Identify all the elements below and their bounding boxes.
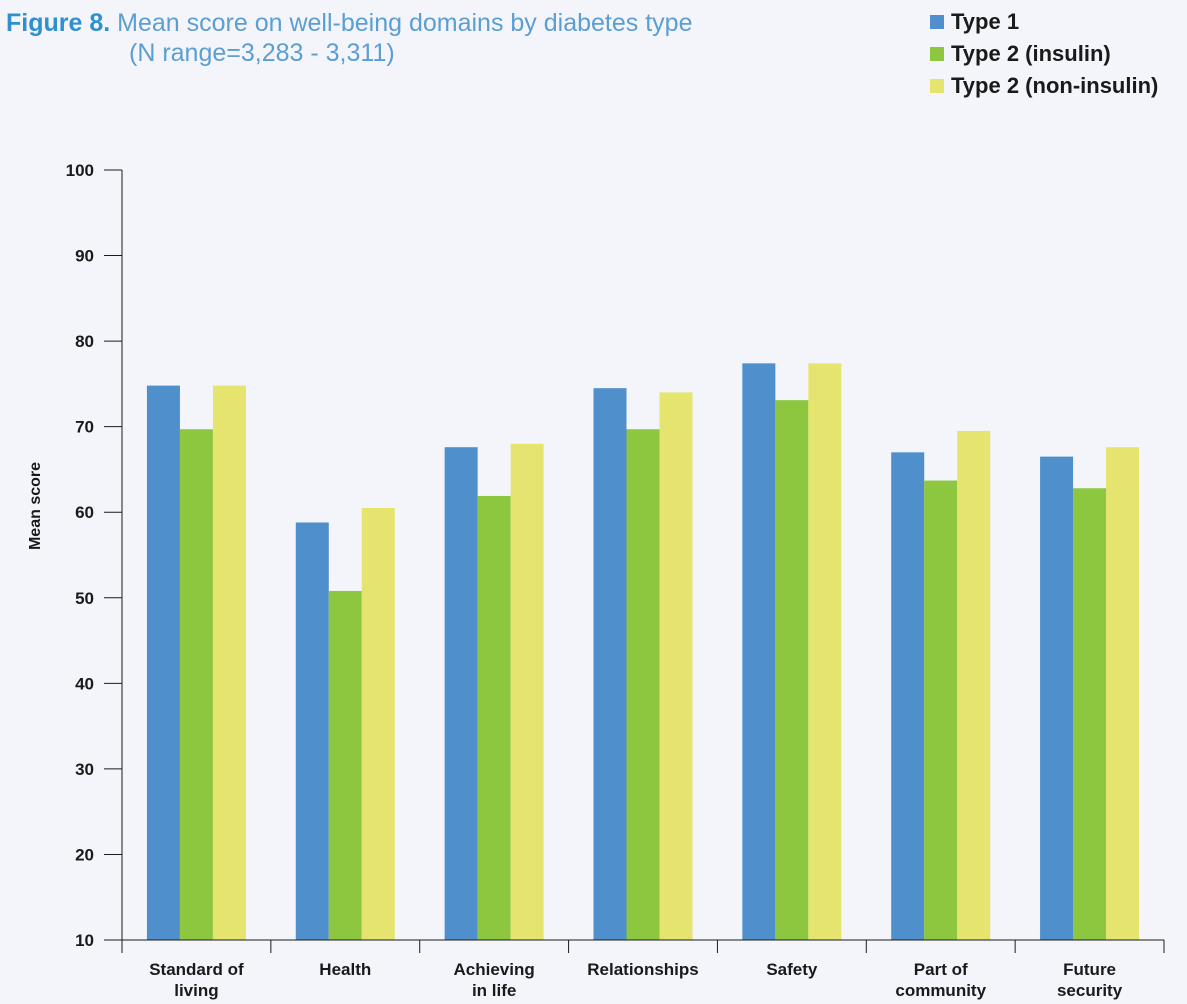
figure-title-line2: (N range=3,283 - 3,311): [129, 39, 395, 67]
category-label-2: Health: [319, 960, 371, 979]
category-label-3: Achieving in life: [454, 960, 535, 1000]
legend-swatch-type2-insulin: [930, 47, 944, 61]
figure-label: Figure 8.: [6, 9, 111, 37]
figure-title: Figure 8. Mean score on well-being domai…: [6, 8, 692, 68]
bar-3-7: [1106, 447, 1140, 940]
chart-legend: Type 1 Type 2 (insulin) Type 2 (non-insu…: [930, 6, 1158, 102]
bar-2-4: [626, 429, 660, 940]
axes-group: 100 90 80 70 60 50 40 30 20 10 Standard of living He…: [66, 161, 1165, 1000]
bars-group: [146, 363, 1140, 941]
bar-3-5: [808, 363, 842, 940]
legend-label-type2-noninsulin: Type 2 (non-insulin): [951, 73, 1159, 98]
bar-1-3: [444, 447, 478, 940]
bar-1-6: [891, 452, 925, 940]
bar-1-2: [295, 522, 329, 940]
figure-title-line1: Mean score on well-being domains by diab…: [117, 9, 693, 37]
bar-2-7: [1073, 488, 1107, 940]
y-tick-label-30: 30: [75, 760, 94, 779]
category-label-4: Relationships: [587, 960, 698, 979]
y-tick-label-50: 50: [75, 589, 94, 608]
bar-2-6: [924, 480, 958, 940]
bar-1-7: [1040, 456, 1074, 940]
legend-swatch-type1: [930, 15, 944, 29]
bar-3-2: [361, 507, 395, 940]
y-tick-label-70: 70: [75, 418, 94, 437]
category-label-5: Safety: [766, 960, 818, 979]
bar-2-1: [179, 429, 213, 940]
bar-1-1: [146, 385, 180, 941]
y-axis-label: Mean score: [27, 462, 44, 550]
category-label-1: Standard of living: [149, 960, 244, 1000]
y-tick-label-10: 10: [75, 931, 94, 950]
bar-2-5: [775, 400, 809, 941]
y-tick-label-60: 60: [75, 503, 94, 522]
category-label-7: Future security: [1057, 960, 1123, 1000]
legend-swatch-type2-noninsulin: [930, 79, 944, 93]
bar-1-4: [593, 388, 627, 941]
bar-3-4: [659, 392, 693, 940]
y-tick-label-80: 80: [75, 332, 94, 351]
bar-3-6: [957, 430, 991, 940]
category-label-6: Part of community: [895, 960, 986, 1000]
y-tick-label-40: 40: [75, 674, 94, 693]
y-tick-label-90: 90: [75, 247, 94, 266]
legend-label-type2-insulin: Type 2 (insulin): [951, 41, 1111, 66]
bar-2-2: [328, 590, 362, 940]
y-tick-label-100: 100: [66, 161, 94, 180]
bar-3-3: [510, 443, 544, 940]
y-tick-label-20: 20: [75, 845, 94, 864]
legend-item-type2-noninsulin: Type 2 (non-insulin): [930, 70, 1158, 102]
bar-2-3: [477, 495, 511, 940]
legend-item-type2-insulin: Type 2 (insulin): [930, 38, 1158, 70]
legend-item-type1: Type 1: [930, 6, 1158, 38]
bar-1-5: [742, 363, 776, 940]
bar-3-1: [212, 385, 246, 941]
legend-label-type1: Type 1: [951, 9, 1020, 34]
